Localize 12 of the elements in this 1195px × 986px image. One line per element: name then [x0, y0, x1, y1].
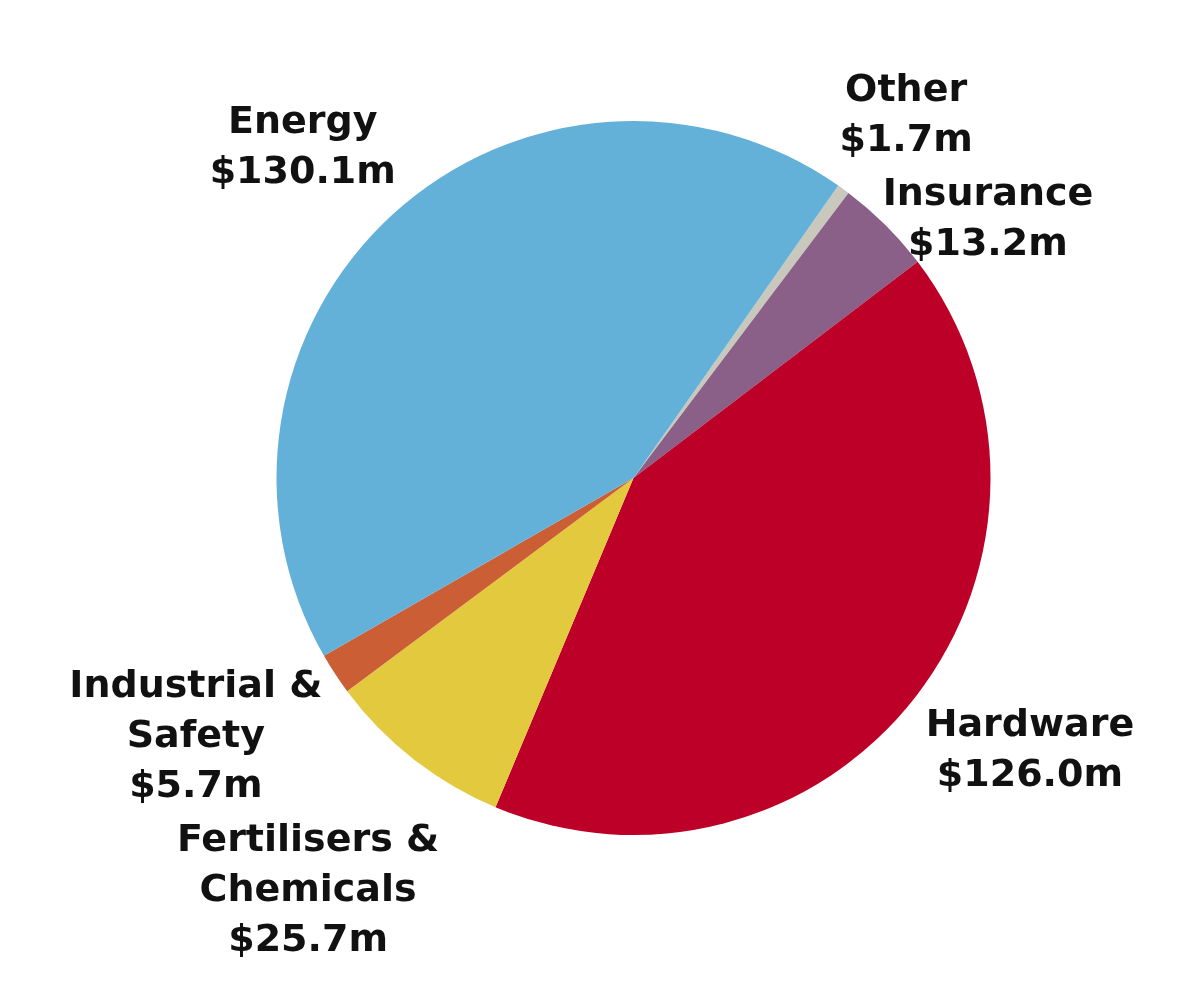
data-label: $25.7m: [228, 915, 388, 960]
slice-label: Energy: [228, 98, 378, 142]
data-label: $130.1m: [209, 148, 396, 192]
slice-label: Insurance: [882, 170, 1094, 215]
data-label: $5.7m: [129, 761, 263, 806]
slice-label: Hardware: [925, 701, 1135, 746]
data-label: $126.0m: [936, 751, 1124, 796]
slice-label: Industrial & Safety: [69, 661, 323, 756]
slice-label: Fertilisers & Chemicals: [176, 815, 440, 910]
slice-label: Other: [845, 66, 968, 111]
data-label: $1.7m: [839, 116, 973, 161]
data-label: $13.2m: [908, 220, 1068, 265]
